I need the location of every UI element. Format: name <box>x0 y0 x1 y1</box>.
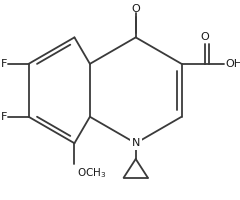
Text: OCH$_3$: OCH$_3$ <box>77 166 106 180</box>
Text: O: O <box>131 4 140 14</box>
Text: OH: OH <box>225 59 240 69</box>
Text: O: O <box>200 32 209 42</box>
Text: N: N <box>132 138 140 148</box>
Text: F: F <box>0 112 7 122</box>
Text: F: F <box>0 59 7 69</box>
